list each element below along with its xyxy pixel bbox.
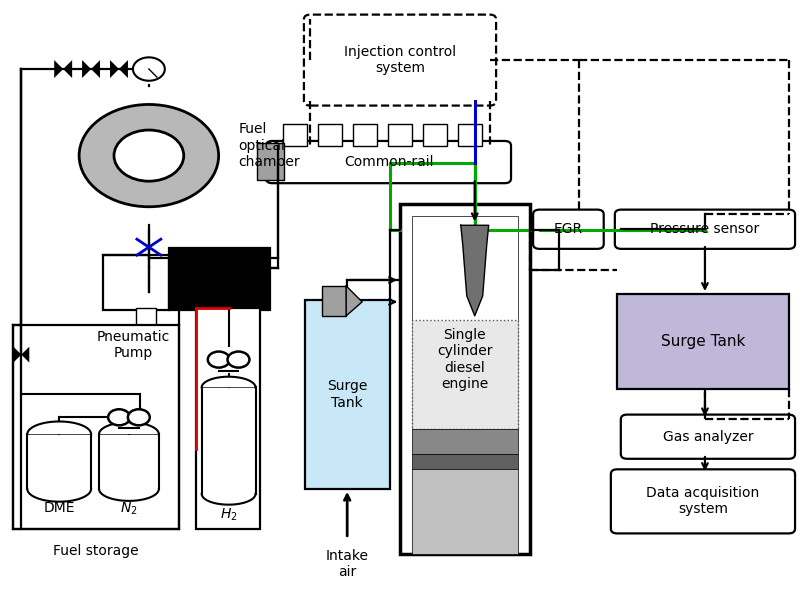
Text: Intake
air: Intake air [326, 548, 369, 579]
Text: Pneumatic
Pump: Pneumatic Pump [96, 330, 169, 360]
Text: Fuel
optical
chamber: Fuel optical chamber [238, 123, 300, 169]
Polygon shape [22, 347, 30, 363]
Text: Injection control
system: Injection control system [344, 45, 456, 75]
Bar [412, 454, 517, 469]
Polygon shape [119, 60, 128, 78]
Bar [458, 124, 482, 145]
FancyBboxPatch shape [266, 141, 511, 183]
Polygon shape [461, 225, 488, 316]
Polygon shape [27, 422, 91, 434]
Polygon shape [91, 60, 100, 78]
Circle shape [208, 352, 229, 368]
Bar [14, 325, 179, 529]
Circle shape [128, 409, 150, 425]
FancyBboxPatch shape [611, 469, 795, 534]
FancyBboxPatch shape [304, 15, 496, 105]
Bar [322, 286, 346, 316]
Polygon shape [99, 422, 159, 434]
Bar [283, 124, 307, 145]
Polygon shape [14, 347, 22, 363]
Bar [353, 124, 377, 145]
Text: EGR: EGR [554, 222, 583, 236]
Bar [412, 216, 517, 429]
Bar [412, 320, 517, 429]
Text: Surge Tank: Surge Tank [661, 334, 745, 349]
Bar [412, 469, 517, 554]
Text: Surge
Tank: Surge Tank [327, 379, 367, 409]
Bar [388, 124, 412, 145]
Bar [423, 124, 447, 145]
Bar [137, 272, 161, 289]
FancyBboxPatch shape [615, 210, 795, 249]
Circle shape [228, 352, 249, 368]
Polygon shape [55, 60, 63, 78]
Polygon shape [63, 60, 72, 78]
Polygon shape [346, 286, 363, 316]
Text: $H_2$: $H_2$ [220, 507, 237, 523]
Polygon shape [110, 60, 119, 78]
Bar [318, 124, 342, 145]
Text: Pressure sensor: Pressure sensor [650, 222, 759, 236]
Polygon shape [201, 377, 256, 388]
Text: Single
cylinder
diesel
engine: Single cylinder diesel engine [437, 328, 492, 391]
Bar [412, 429, 517, 454]
Polygon shape [82, 60, 91, 78]
Text: Gas analyzer: Gas analyzer [662, 430, 753, 444]
Text: $N_2$: $N_2$ [120, 501, 138, 517]
Polygon shape [27, 489, 91, 502]
Bar [400, 204, 529, 554]
FancyBboxPatch shape [533, 210, 604, 249]
Text: Fuel storage: Fuel storage [53, 544, 139, 558]
Circle shape [108, 409, 130, 425]
Polygon shape [201, 494, 256, 505]
Circle shape [133, 57, 165, 81]
Circle shape [79, 104, 219, 207]
Bar [257, 143, 285, 180]
Text: Data acquisition
system: Data acquisition system [646, 487, 759, 517]
Text: Common-rail: Common-rail [344, 155, 433, 169]
Bar [168, 248, 270, 310]
Bar [196, 308, 261, 529]
Text: DME: DME [43, 501, 75, 515]
Bar [306, 300, 390, 489]
Circle shape [114, 130, 184, 181]
FancyBboxPatch shape [621, 415, 795, 459]
Bar [618, 294, 788, 389]
Bar [103, 255, 168, 310]
Bar [136, 308, 156, 330]
Polygon shape [99, 489, 159, 501]
